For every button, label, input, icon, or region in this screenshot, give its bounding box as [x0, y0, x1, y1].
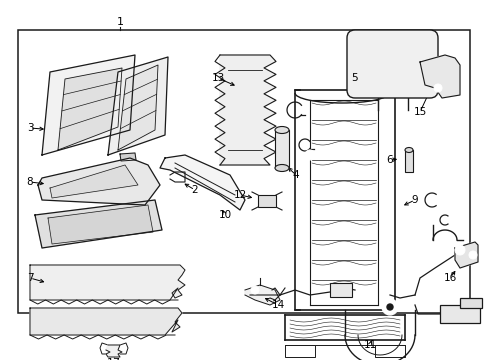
- Polygon shape: [108, 57, 168, 155]
- FancyBboxPatch shape: [346, 30, 437, 98]
- Text: 10: 10: [218, 210, 231, 220]
- Circle shape: [305, 150, 314, 160]
- Polygon shape: [244, 285, 280, 305]
- Polygon shape: [35, 200, 162, 248]
- Circle shape: [454, 245, 464, 255]
- Text: 2: 2: [191, 185, 198, 195]
- Polygon shape: [118, 65, 158, 150]
- Circle shape: [381, 299, 397, 315]
- Polygon shape: [38, 158, 160, 205]
- Text: 7: 7: [27, 273, 33, 283]
- Ellipse shape: [274, 165, 288, 171]
- Bar: [274, 130, 288, 168]
- Polygon shape: [58, 68, 122, 150]
- Text: 12: 12: [233, 190, 246, 200]
- Text: 4: 4: [292, 170, 299, 180]
- Ellipse shape: [404, 148, 412, 153]
- Text: 13: 13: [211, 73, 224, 83]
- Bar: [404, 150, 412, 172]
- Text: 16: 16: [443, 273, 456, 283]
- Polygon shape: [419, 55, 459, 98]
- Text: 5: 5: [351, 73, 358, 83]
- Circle shape: [433, 84, 441, 92]
- Text: 9: 9: [411, 195, 417, 205]
- Text: 6: 6: [386, 155, 392, 165]
- Polygon shape: [454, 242, 477, 268]
- Polygon shape: [120, 153, 136, 161]
- Text: 14: 14: [271, 300, 284, 310]
- Ellipse shape: [274, 126, 288, 134]
- Polygon shape: [30, 308, 182, 335]
- Polygon shape: [48, 205, 153, 244]
- Polygon shape: [220, 55, 275, 165]
- Bar: [374, 345, 404, 357]
- Text: 1: 1: [116, 17, 123, 27]
- Text: 3: 3: [27, 123, 33, 133]
- Bar: [439, 305, 479, 323]
- Text: 8: 8: [27, 177, 33, 187]
- Polygon shape: [160, 155, 244, 210]
- Bar: [258, 195, 275, 207]
- Circle shape: [422, 160, 432, 170]
- Text: 15: 15: [412, 107, 426, 117]
- Circle shape: [386, 304, 392, 310]
- Polygon shape: [30, 265, 184, 300]
- Bar: [18, 30, 469, 313]
- Bar: [285, 345, 314, 357]
- Circle shape: [468, 251, 476, 259]
- Polygon shape: [106, 345, 122, 357]
- Circle shape: [250, 286, 259, 294]
- Text: 11: 11: [363, 340, 376, 350]
- Bar: [329, 283, 351, 297]
- Bar: [459, 298, 481, 308]
- Polygon shape: [50, 165, 138, 198]
- Text: 17: 17: [107, 358, 121, 360]
- Polygon shape: [42, 55, 135, 155]
